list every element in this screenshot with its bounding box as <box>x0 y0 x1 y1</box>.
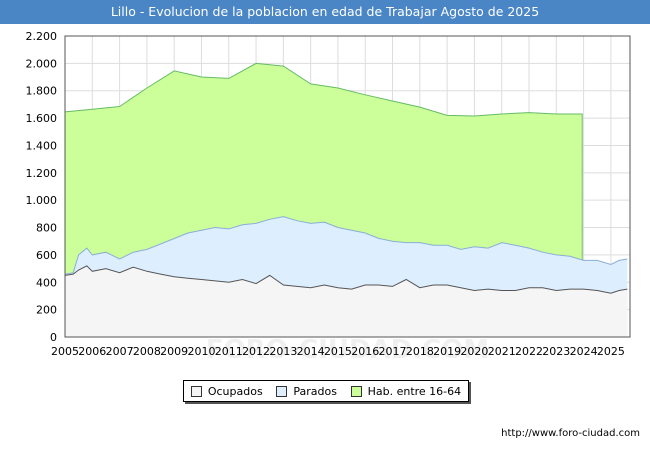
series-line-2 <box>64 265 628 294</box>
y-tick-label: 0 <box>50 331 57 344</box>
x-tick-label: 2012 <box>242 345 270 358</box>
y-tick-label: 400 <box>36 276 57 289</box>
legend-label-ocupados: Ocupados <box>207 384 263 398</box>
x-tick-label: 2025 <box>597 345 625 358</box>
y-tick-label: 2.000 <box>26 57 58 70</box>
y-tick-label: 2.200 <box>26 30 58 43</box>
y-tick-label: 1.600 <box>26 112 58 125</box>
x-tick-label: 2010 <box>187 345 215 358</box>
x-tick-label: 2019 <box>433 345 461 358</box>
x-tick-label: 2014 <box>297 345 325 358</box>
x-tick-label: 2006 <box>78 345 106 358</box>
series-area-2 <box>65 265 628 337</box>
y-tick-label: 1.200 <box>26 167 58 180</box>
watermark: FORO-CIUDAD.COM <box>206 335 489 365</box>
chart-title: Lillo - Evolucion de la poblacion en eda… <box>0 0 650 24</box>
x-tick-label: 2015 <box>324 345 352 358</box>
x-tick-label: 2013 <box>269 345 297 358</box>
y-tick-label: 800 <box>36 222 57 235</box>
x-tick-label: 2024 <box>570 345 598 358</box>
series-line-1 <box>64 216 628 275</box>
x-tick-label: 2020 <box>460 345 488 358</box>
legend-label-parados: Parados <box>293 384 337 398</box>
plot-frame <box>64 35 631 338</box>
y-tick-label: 600 <box>36 249 57 262</box>
legend-swatch-hab <box>350 385 362 397</box>
legend: Ocupados Parados Hab. entre 16-64 <box>183 380 469 402</box>
y-tick-label: 200 <box>36 304 57 317</box>
y-tick-label: 1.000 <box>26 194 58 207</box>
x-tick-label: 2009 <box>160 345 188 358</box>
x-tick-label: 2018 <box>406 345 434 358</box>
y-tick-label: 1.800 <box>26 85 58 98</box>
x-tick-label: 2007 <box>106 345 134 358</box>
x-tick-label: 2022 <box>515 345 543 358</box>
x-tick-label: 2023 <box>542 345 570 358</box>
legend-item-hab: Hab. entre 16-64 <box>350 384 462 398</box>
x-tick-label: 2021 <box>488 345 516 358</box>
x-tick-label: 2011 <box>215 345 243 358</box>
legend-item-parados: Parados <box>276 385 337 398</box>
legend-label-hab: Hab. entre 16-64 <box>367 384 462 398</box>
x-tick-label: 2005 <box>51 345 79 358</box>
x-tick-label: 2017 <box>379 345 407 358</box>
legend-item-ocupados: Ocupados <box>190 384 263 398</box>
legend-swatch-ocupados <box>190 385 202 397</box>
chart-plot: FORO-CIUDAD.COM 0 200 400 600 800 1.000 1.200 1.… <box>26 30 631 365</box>
y-tick-label: 1.400 <box>26 139 58 152</box>
legend-swatch-parados <box>276 385 288 397</box>
x-tick-label: 2008 <box>133 345 161 358</box>
source-url[interactable]: http://www.foro-ciudad.com <box>501 428 640 439</box>
series-line-0 <box>64 62 583 261</box>
x-tick-label: 2016 <box>351 345 379 358</box>
